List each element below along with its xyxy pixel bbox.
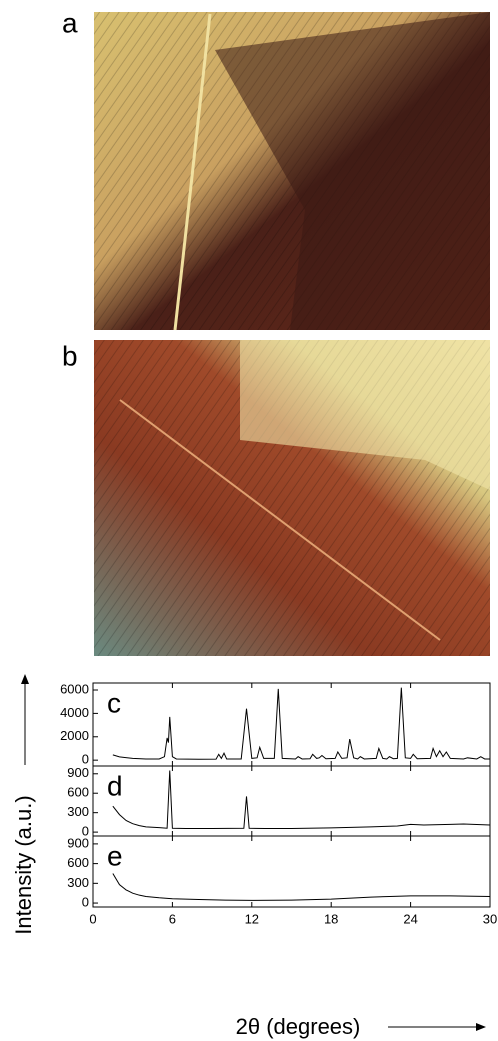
data-line [112,873,491,901]
arrow-head [476,1023,486,1031]
y-axis-label: Intensity (a.u.) [11,795,36,934]
arrow-head [21,674,29,684]
y-tick-label: 4000 [60,705,89,720]
x-tick-label: 30 [483,911,497,926]
panel-label: b [62,340,78,371]
x-tick-label: 12 [245,911,259,926]
x-tick-label: 0 [89,911,96,926]
data-line [112,687,490,760]
y-tick-label: 900 [67,765,89,780]
y-tick-label: 300 [67,875,89,890]
stem [173,13,212,331]
x-tick-label: 24 [403,911,417,926]
plot-frame [92,765,491,837]
x-tick-label: 6 [169,911,176,926]
x-tick-label: 18 [324,911,338,926]
y-tick-label: 900 [67,835,89,850]
plot-frame [92,835,491,908]
data-line [112,770,491,830]
stem [119,399,441,641]
y-tick-label: 0 [82,824,89,839]
y-tick-label: 600 [67,785,89,800]
y-tick-label: 600 [67,855,89,870]
y-tick-label: 0 [82,894,89,909]
y-tick-label: 6000 [60,681,89,696]
y-tick-label: 300 [67,804,89,819]
bright-domain [240,340,490,490]
plot-frame [92,682,491,767]
panel-label: a [62,7,78,38]
panel-label: d [107,770,123,801]
y-tick-label: 2000 [60,728,89,743]
y-tick-label: 0 [82,752,89,767]
x-axis-label: 2θ (degrees) [236,1014,361,1039]
dark-domain [215,12,490,330]
panel-label: e [107,840,123,871]
panel-label: c [107,687,121,718]
